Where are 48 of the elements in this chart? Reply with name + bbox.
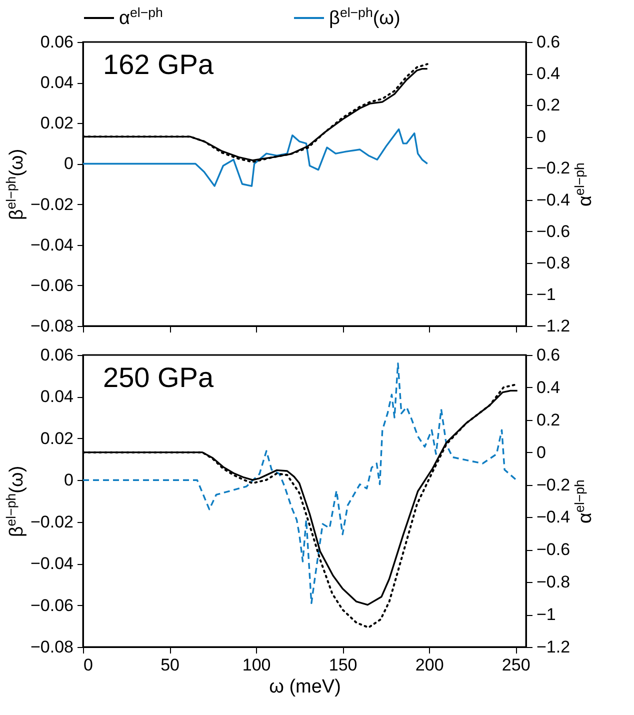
x-tick-label: 150 <box>328 656 358 674</box>
annotation: 162 GPa <box>103 49 214 80</box>
y2-tick-label: −0.6 <box>536 222 570 241</box>
y2-tick-label: −0.4 <box>536 190 570 210</box>
y-tick-label: −0.08 <box>30 638 74 656</box>
line-series <box>83 128 428 187</box>
x-tick-label: 100 <box>242 656 271 674</box>
y-tick-label: −0.02 <box>30 512 74 532</box>
y-tick-label: 0.06 <box>40 346 74 364</box>
y2-tick-label: 0.6 <box>536 32 560 52</box>
y2-tick-label: −1 <box>536 605 556 624</box>
y-tick-label: 0.02 <box>40 428 74 448</box>
y2-tick-label: −1.2 <box>536 316 570 336</box>
x-tick-label: 50 <box>160 656 180 674</box>
y-tick-label: 0 <box>64 154 74 174</box>
y2-tick-label: −0.2 <box>536 475 570 494</box>
y-tick-label: −0.04 <box>30 235 74 254</box>
y-tick-label: −0.06 <box>30 596 74 615</box>
y2-tick-label: −1.2 <box>536 638 570 656</box>
y2-tick-label: −0.2 <box>536 158 570 178</box>
y2-tick-label: −0.4 <box>536 508 570 527</box>
y2-tick-label: 0.2 <box>536 96 560 115</box>
y-tick-label: −0.04 <box>30 554 74 574</box>
legend-label: β$^{el−ph}$(ω) <box>329 4 400 29</box>
y-tick-label: 0.04 <box>40 387 74 406</box>
x-axis-title: ω (meV) <box>269 676 341 698</box>
y-tick-label: −0.06 <box>30 276 74 295</box>
y-tick-label: 0 <box>64 470 74 490</box>
y-tick-label: −0.02 <box>30 194 74 214</box>
y2-tick-label: −0.6 <box>536 540 570 560</box>
x-tick-label: 200 <box>415 656 444 674</box>
y2-tick-label: −0.8 <box>536 253 570 272</box>
y2-tick-label: 0.6 <box>536 346 560 364</box>
y-tick-label: 0.02 <box>40 114 74 133</box>
y-tick-label: 0.06 <box>40 32 74 52</box>
y-tick-label: 0.04 <box>40 73 74 92</box>
y2-tick-label: 0 <box>536 442 546 462</box>
x-tick-label: 0 <box>84 656 93 674</box>
y2-tick-label: 0.4 <box>536 378 560 397</box>
annotation: 250 GPa <box>103 362 214 393</box>
y2-tick-label: −1 <box>536 284 556 304</box>
y2-tick-label: 0.4 <box>536 64 560 84</box>
legend-label: α$^{el−ph}$ <box>119 4 163 29</box>
y2-tick-label: 0 <box>536 127 546 146</box>
y2-tick-label: −0.8 <box>536 572 570 592</box>
y2-tick-label: 0.2 <box>536 410 560 430</box>
x-tick-label: 250 <box>502 656 530 674</box>
y-tick-label: −0.08 <box>30 316 74 336</box>
